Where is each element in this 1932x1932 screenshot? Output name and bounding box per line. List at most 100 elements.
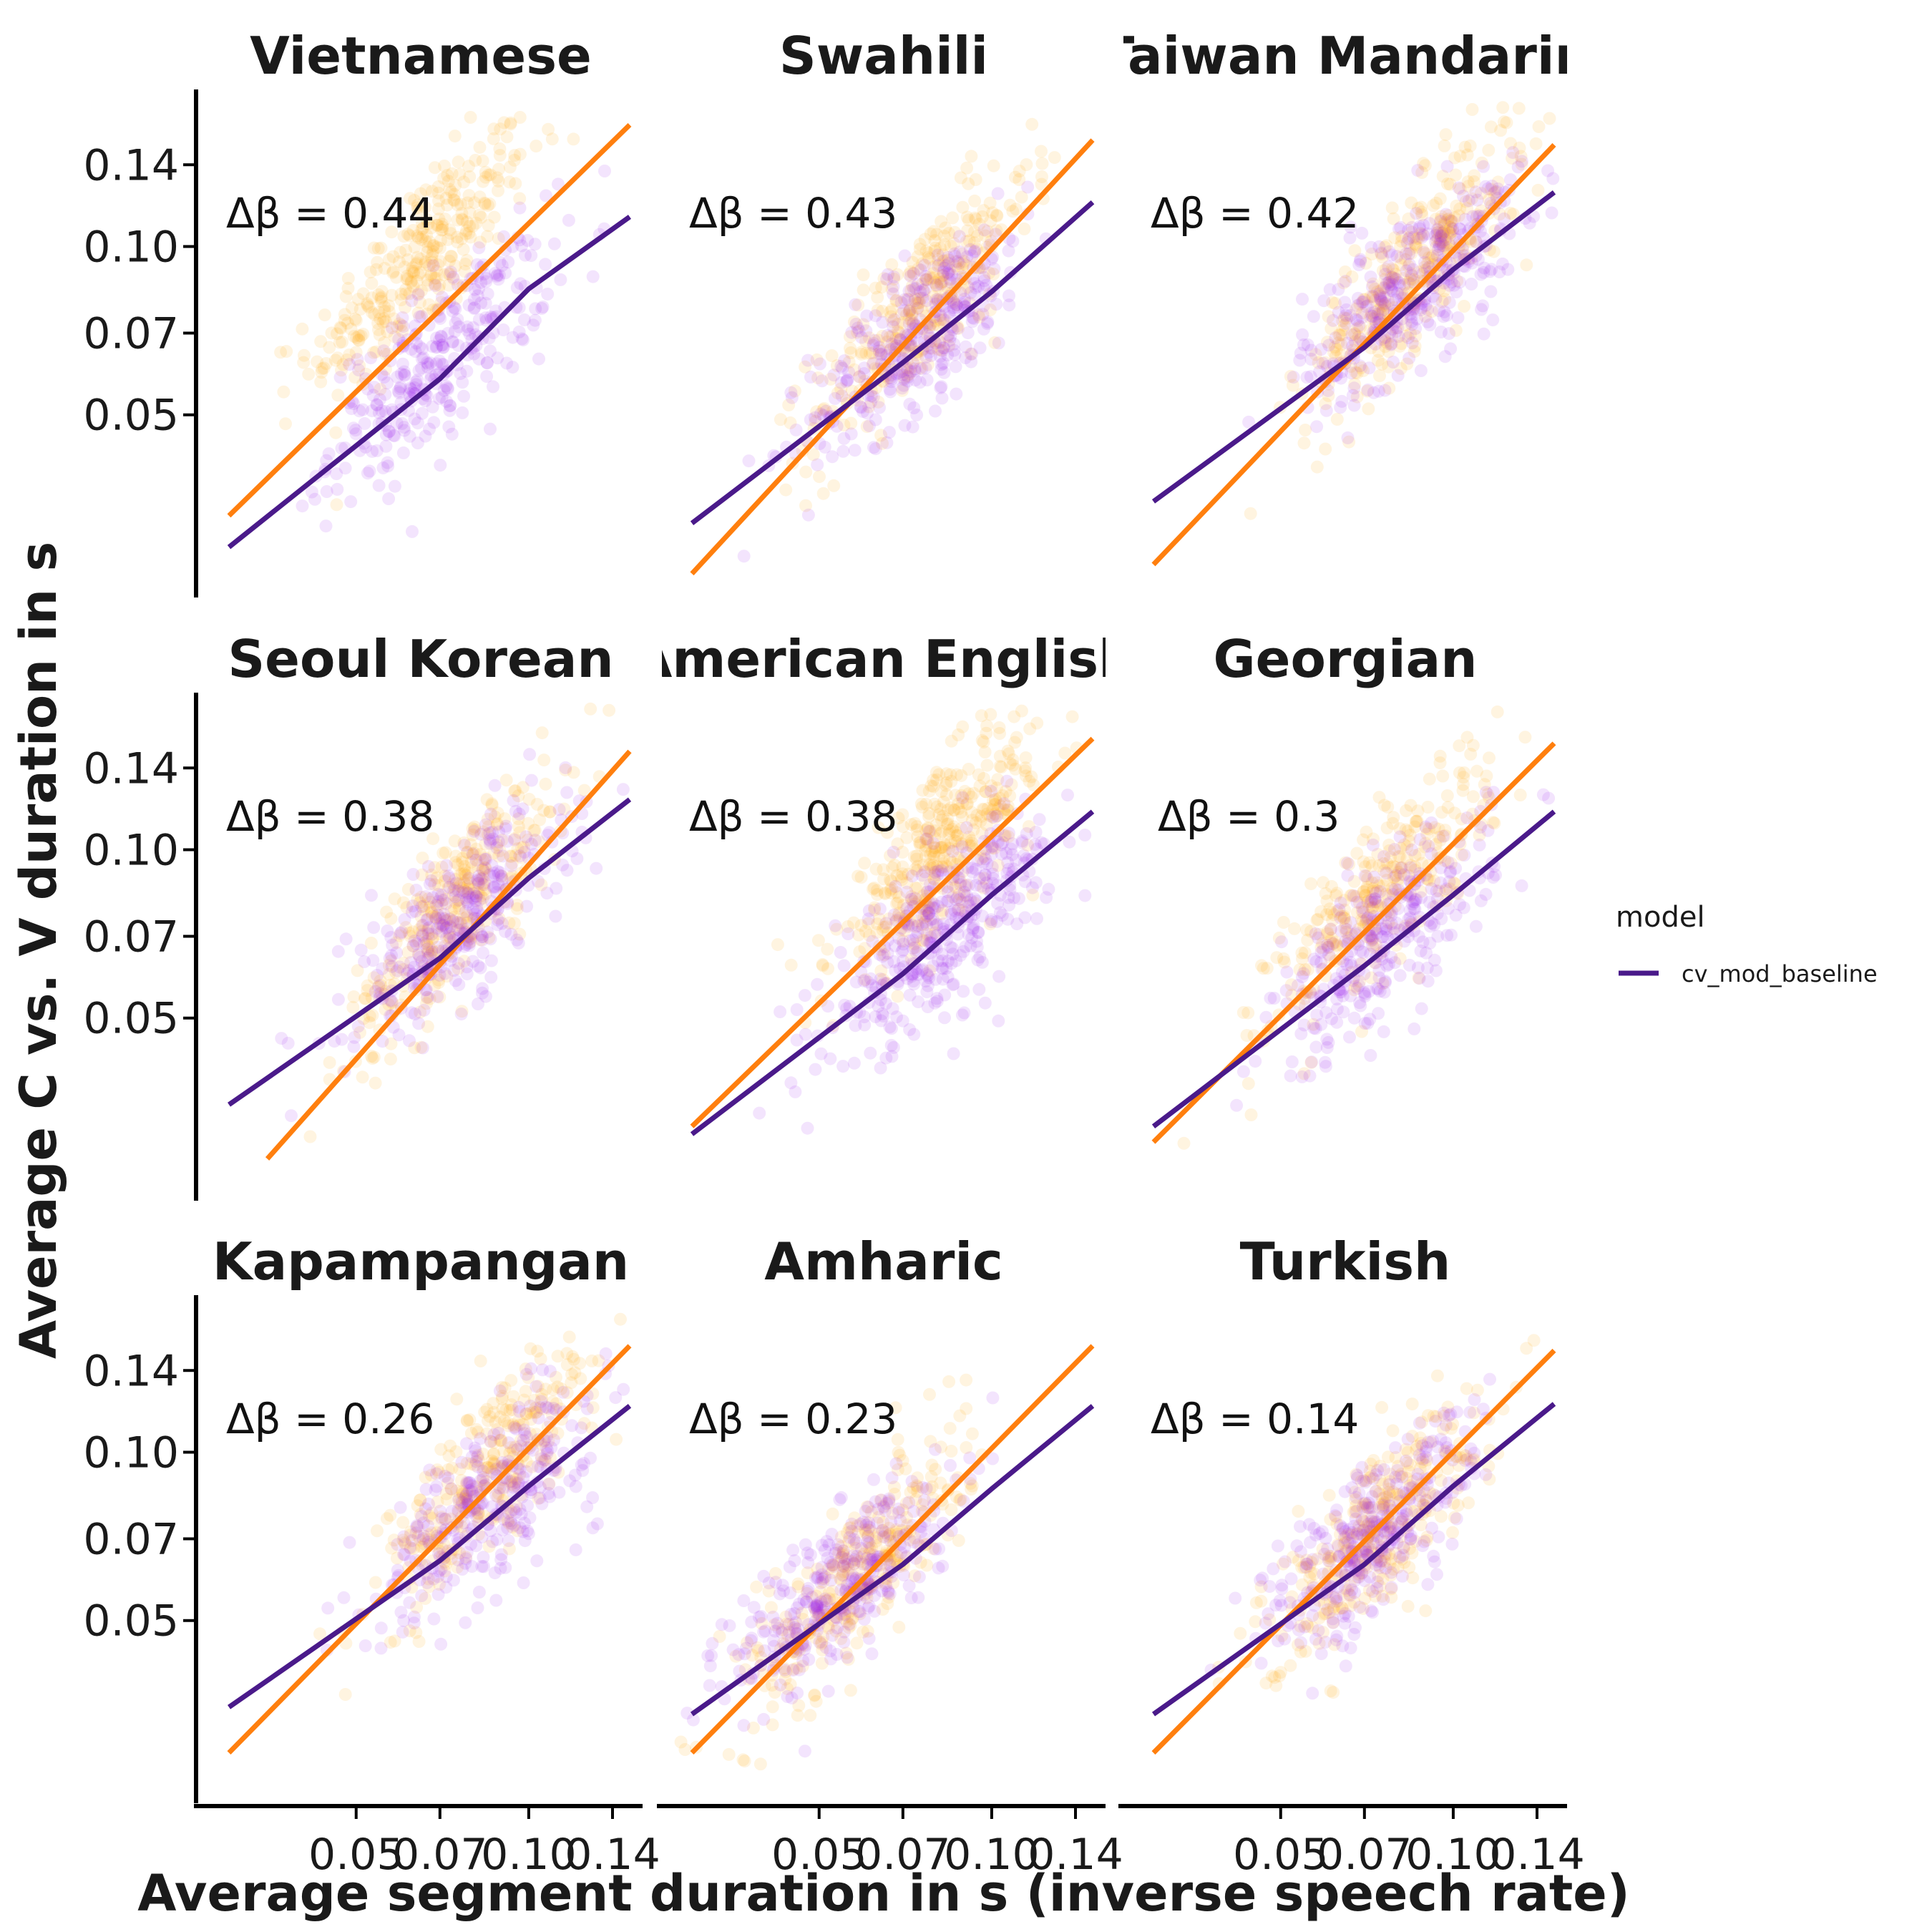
scatter-point [960, 1373, 973, 1387]
scatter-point [456, 1487, 469, 1500]
scatter-point [416, 230, 429, 244]
scatter-point [397, 957, 410, 970]
scatter-point [1078, 829, 1092, 841]
scatter-point [1344, 308, 1357, 322]
scatter-point [1295, 946, 1309, 960]
scatter-point [1003, 883, 1017, 897]
scatter-point [1488, 816, 1501, 830]
scatter-point [975, 809, 988, 823]
scatter-point [438, 1470, 452, 1483]
scatter-point [889, 897, 903, 910]
scatter-point [503, 160, 517, 174]
scatter-point [914, 263, 927, 277]
delta-beta-annotation: Δβ = 0.3 [1158, 792, 1340, 841]
scatter-point [955, 837, 969, 851]
scatter-point [447, 272, 460, 286]
scatter-point [1378, 298, 1391, 312]
scatter-point [1382, 245, 1396, 258]
scatter-point [479, 851, 492, 864]
scatter-point [1372, 287, 1386, 301]
scatter-point [492, 162, 505, 176]
scatter-point [896, 808, 909, 821]
scatter-point [467, 293, 481, 306]
scatter-point [1385, 201, 1399, 215]
scatter-point [497, 1445, 511, 1458]
scatter-point [975, 879, 987, 893]
scatter-point [965, 814, 979, 827]
scatter-point [923, 964, 937, 977]
scatter-point [971, 925, 985, 939]
scatter-point [472, 1507, 485, 1520]
scatter-point [404, 956, 418, 970]
scatter-point [934, 826, 947, 840]
scatter-point [912, 836, 926, 849]
scatter-point [1345, 270, 1359, 283]
scatter-point [1418, 159, 1432, 172]
scatter-point [333, 321, 347, 334]
scatter-point [884, 310, 898, 323]
scatter-point [1322, 338, 1336, 352]
scatter-point [998, 807, 1012, 821]
scatter-point [947, 977, 960, 991]
scatter-point [481, 925, 494, 939]
scatter-point [965, 931, 979, 945]
scatter-point [924, 824, 937, 838]
scatter-point [870, 1531, 883, 1545]
scatter-point [427, 239, 441, 252]
scatter-point [535, 1497, 549, 1511]
scatter-point [461, 323, 474, 337]
scatter-point [887, 273, 901, 286]
scatter-point [811, 1562, 824, 1576]
scatter-point [542, 1477, 556, 1491]
scatter-point [461, 1414, 474, 1428]
scatter-point [464, 855, 478, 869]
scatter-point [843, 1531, 857, 1544]
scatter-point [338, 308, 351, 321]
scatter-point [1382, 889, 1395, 902]
scatter-point [1435, 235, 1449, 249]
scatter-point [997, 829, 1011, 842]
scatter-point [1453, 222, 1466, 235]
scatter-point [1428, 821, 1441, 834]
scatter-point [353, 303, 367, 316]
scatter-point [319, 357, 333, 370]
scatter-point [542, 122, 555, 136]
scatter-point [460, 224, 473, 238]
scatter-point [413, 896, 426, 909]
scatter-point [356, 328, 370, 341]
scatter-point [482, 168, 495, 182]
scatter-point [499, 822, 512, 836]
scatter-point [497, 1481, 510, 1495]
scatter-point [411, 229, 424, 243]
scatter-point [884, 1038, 898, 1052]
scatter-point [385, 996, 399, 1010]
scatter-point [472, 1506, 484, 1520]
fit-line-cv-mod-baseline [690, 809, 1095, 1136]
scatter-point [478, 196, 492, 210]
scatter-point [908, 892, 922, 905]
scatter-point [853, 945, 867, 959]
scatter-point [1303, 1069, 1317, 1083]
scatter-point [452, 923, 466, 937]
scatter-point [829, 919, 842, 932]
scatter-point [513, 1521, 527, 1534]
scatter-point [722, 1747, 736, 1761]
scatter-point [1374, 290, 1387, 303]
scatter-point [513, 111, 527, 124]
scatter-point [945, 957, 958, 970]
scatter-point [403, 1624, 416, 1638]
scatter-point [1312, 927, 1326, 941]
scatter-point [1490, 185, 1503, 198]
scatter-point [910, 296, 924, 310]
scatter-point [418, 1537, 431, 1551]
scatter-point [474, 827, 488, 841]
scatter-point [1440, 308, 1453, 322]
scatter-point [936, 268, 950, 282]
scatter-point [1337, 909, 1351, 923]
scatter-point [1506, 208, 1520, 221]
scatter-point [363, 1016, 376, 1030]
scatter-point [1374, 293, 1387, 307]
scatter-point [1275, 935, 1288, 949]
scatter-point [372, 306, 386, 319]
